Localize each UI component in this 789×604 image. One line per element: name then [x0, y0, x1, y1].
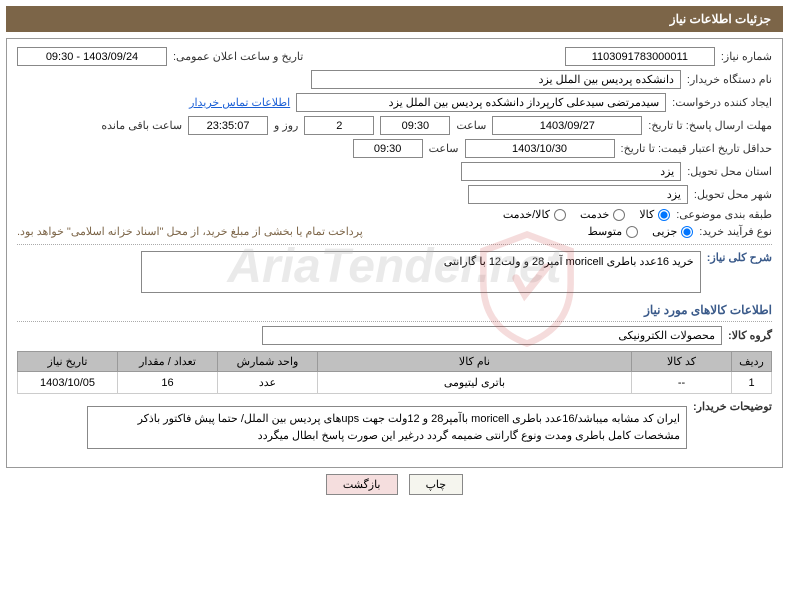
- buyer-notes-box: ایران کد مشابه میباشد/16عدد باطری morice…: [87, 406, 687, 449]
- deadline-time-field: 09:30: [380, 116, 450, 135]
- main-panel: AriaTender.net شماره نیاز: 1103091783000…: [6, 38, 783, 468]
- items-section-title: اطلاعات کالاهای مورد نیاز: [17, 299, 772, 322]
- deadline-time-label: ساعت: [456, 119, 486, 132]
- validity-label: حداقل تاریخ اعتبار قیمت: تا تاریخ:: [621, 142, 772, 155]
- city-field: یزد: [468, 185, 688, 204]
- purchase-type-radios: جزیی متوسط: [588, 225, 694, 238]
- radio-goods-service-label: کالا/خدمت: [503, 208, 550, 221]
- need-number-field: 1103091783000011: [565, 47, 715, 66]
- contact-link[interactable]: اطلاعات تماس خریدار: [189, 96, 290, 109]
- buyer-notes-label: توضیحات خریدار:: [693, 400, 772, 413]
- validity-time-field: 09:30: [353, 139, 423, 158]
- days-and-label: روز و: [274, 119, 298, 132]
- goods-group-label: گروه کالا:: [728, 329, 772, 342]
- th-date: تاریخ نیاز: [18, 352, 118, 372]
- th-unit: واحد شمارش: [218, 352, 318, 372]
- radio-goods-label: کالا: [639, 208, 654, 221]
- subject-class-radios: کالا خدمت کالا/خدمت: [503, 208, 670, 221]
- radio-partial-label: جزیی: [652, 225, 677, 238]
- cell-unit: عدد: [218, 372, 318, 394]
- deadline-date-field: 1403/09/27: [492, 116, 642, 135]
- radio-medium[interactable]: متوسط: [588, 225, 639, 238]
- deadline-label: مهلت ارسال پاسخ: تا تاریخ:: [648, 119, 772, 132]
- remaining-label: ساعت باقی مانده: [101, 119, 182, 132]
- cell-date: 1403/10/05: [18, 372, 118, 394]
- need-desc-label: شرح کلی نیاز:: [707, 251, 772, 264]
- requester-field: سیدمرتضی سیدعلی کارپرداز دانشکده پردیس ب…: [296, 93, 666, 112]
- need-number-label: شماره نیاز:: [721, 50, 772, 63]
- city-label: شهر محل تحویل:: [694, 188, 772, 201]
- cell-code: --: [632, 372, 732, 394]
- th-name: نام کالا: [318, 352, 632, 372]
- purchase-type-label: نوع فرآیند خرید:: [699, 225, 772, 238]
- th-qty: تعداد / مقدار: [118, 352, 218, 372]
- announce-label: تاریخ و ساعت اعلان عمومی:: [173, 50, 303, 63]
- radio-service-label: خدمت: [580, 208, 609, 221]
- requester-label: ایجاد کننده درخواست:: [672, 96, 772, 109]
- announce-field: 1403/09/24 - 09:30: [17, 47, 167, 66]
- panel-header: جزئیات اطلاعات نیاز: [6, 6, 783, 32]
- cell-name: باتری لیتیومی: [318, 372, 632, 394]
- button-row: چاپ بازگشت: [0, 474, 789, 495]
- days-field: 2: [304, 116, 374, 135]
- remaining-time-field: 23:35:07: [188, 116, 268, 135]
- validity-date-field: 1403/10/30: [465, 139, 615, 158]
- buyer-org-field: دانشکده پردیس بین الملل یزد: [311, 70, 681, 89]
- back-button[interactable]: بازگشت: [326, 474, 398, 495]
- th-code: کد کالا: [632, 352, 732, 372]
- table-row: 1 -- باتری لیتیومی عدد 16 1403/10/05: [18, 372, 772, 394]
- radio-service[interactable]: خدمت: [580, 208, 625, 221]
- print-button[interactable]: چاپ: [409, 474, 464, 495]
- items-table: ردیف کد کالا نام کالا واحد شمارش تعداد /…: [17, 351, 772, 394]
- treasury-note: پرداخت تمام یا بخشی از مبلغ خرید، از محل…: [17, 225, 363, 238]
- province-field: یزد: [461, 162, 681, 181]
- cell-qty: 16: [118, 372, 218, 394]
- radio-medium-label: متوسط: [588, 225, 623, 238]
- radio-partial[interactable]: جزیی: [652, 225, 693, 238]
- cell-idx: 1: [732, 372, 772, 394]
- validity-time-label: ساعت: [429, 142, 459, 155]
- th-row: ردیف: [732, 352, 772, 372]
- subject-class-label: طبقه بندی موضوعی:: [676, 208, 772, 221]
- radio-goods[interactable]: کالا: [639, 208, 670, 221]
- province-label: استان محل تحویل:: [687, 165, 772, 178]
- goods-group-field: محصولات الکترونیکی: [262, 326, 722, 345]
- radio-goods-service[interactable]: کالا/خدمت: [503, 208, 566, 221]
- need-desc-textarea[interactable]: خرید 16عدد باطری moricell آمپر28 و ولت12…: [141, 251, 701, 293]
- buyer-org-label: نام دستگاه خریدار:: [687, 73, 772, 86]
